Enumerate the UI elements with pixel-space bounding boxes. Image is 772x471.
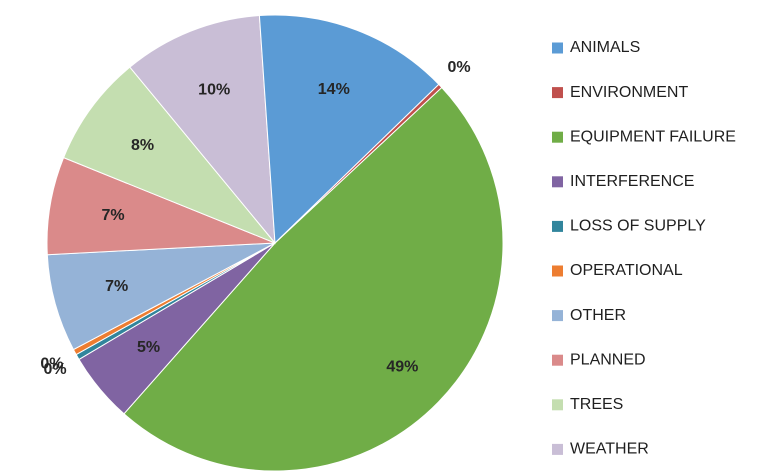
legend-label-environment: ENVIRONMENT bbox=[570, 84, 688, 101]
legend-label-loss-of-supply: LOSS OF SUPPLY bbox=[570, 218, 706, 235]
legend-label-planned: PLANNED bbox=[570, 351, 646, 368]
legend-item-trees: TREES bbox=[552, 396, 623, 413]
legend-swatch-interference bbox=[552, 176, 563, 187]
legend-swatch-animals bbox=[552, 43, 563, 54]
data-label-animals: 14% bbox=[318, 81, 350, 98]
legend-swatch-planned bbox=[552, 355, 563, 366]
data-label-other: 7% bbox=[105, 278, 128, 295]
data-label-trees: 8% bbox=[131, 137, 154, 154]
data-label-planned: 7% bbox=[102, 207, 125, 224]
legend-swatch-weather bbox=[552, 444, 563, 455]
legend-item-equipment-failure: EQUIPMENT FAILURE bbox=[552, 128, 736, 145]
legend-swatch-trees bbox=[552, 399, 563, 410]
legend-swatch-environment bbox=[552, 87, 563, 98]
legend-swatch-other bbox=[552, 310, 563, 321]
legend-label-interference: INTERFERENCE bbox=[570, 173, 694, 190]
legend-label-weather: WEATHER bbox=[570, 441, 649, 458]
legend-label-equipment-failure: EQUIPMENT FAILURE bbox=[570, 128, 736, 145]
legend-label-trees: TREES bbox=[570, 396, 623, 413]
legend-item-animals: ANIMALS bbox=[552, 39, 640, 56]
legend-item-weather: WEATHER bbox=[552, 441, 649, 458]
legend-item-operational: OPERATIONAL bbox=[552, 262, 683, 279]
legend-item-environment: ENVIRONMENT bbox=[552, 84, 688, 101]
pie-slices bbox=[47, 15, 503, 471]
legend-item-interference: INTERFERENCE bbox=[552, 173, 694, 190]
data-label-weather: 10% bbox=[198, 82, 230, 99]
data-label-environment: 0% bbox=[448, 59, 471, 76]
legend-label-animals: ANIMALS bbox=[570, 39, 640, 56]
legend-item-planned: PLANNED bbox=[552, 351, 646, 368]
legend-swatch-operational bbox=[552, 266, 563, 277]
legend: ANIMALS ENVIRONMENT EQUIPMENT FAILURE INTER… bbox=[552, 39, 736, 457]
data-label-interference: 5% bbox=[137, 339, 160, 356]
legend-swatch-equipment-failure bbox=[552, 132, 563, 143]
legend-label-other: OTHER bbox=[570, 307, 626, 324]
legend-item-other: OTHER bbox=[552, 307, 626, 324]
data-label-operational: 0% bbox=[40, 356, 63, 373]
legend-item-loss-of-supply: LOSS OF SUPPLY bbox=[552, 218, 706, 235]
data-label-equipment-failure: 49% bbox=[386, 358, 418, 375]
legend-swatch-loss-of-supply bbox=[552, 221, 563, 232]
legend-label-operational: OPERATIONAL bbox=[570, 262, 683, 279]
